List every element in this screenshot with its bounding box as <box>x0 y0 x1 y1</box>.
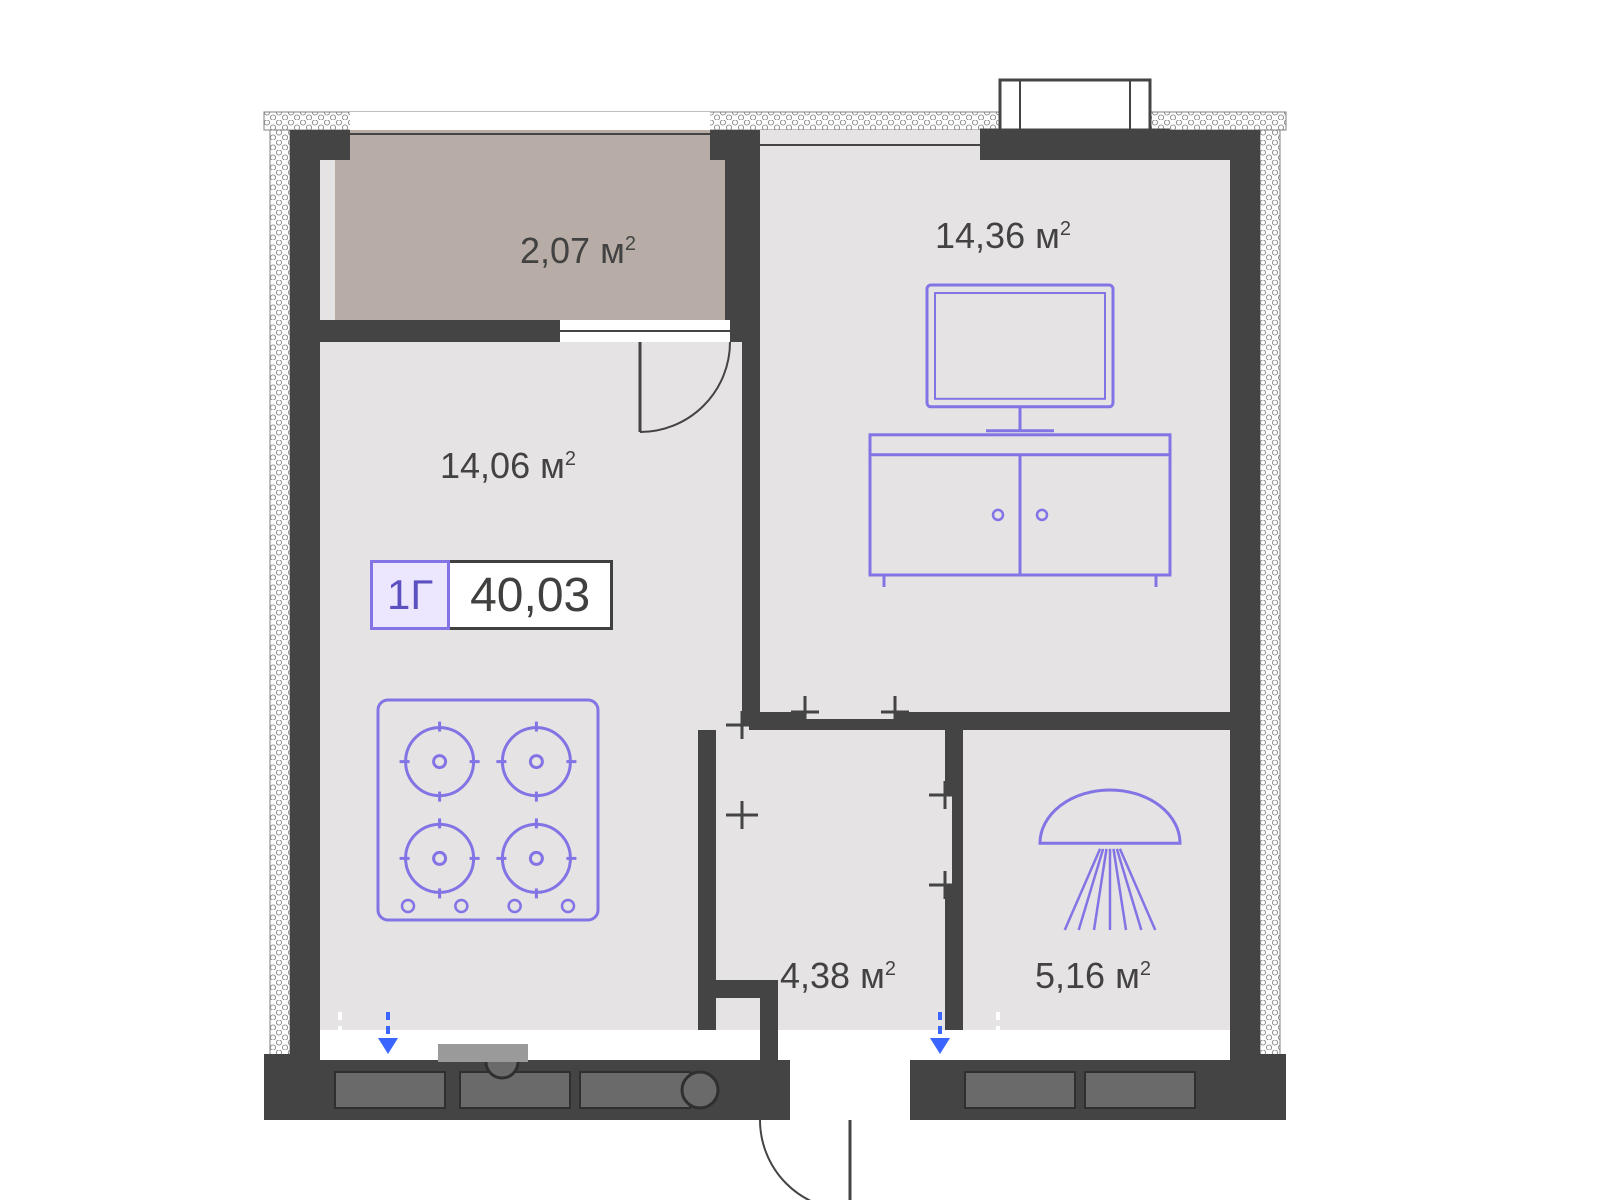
room-label-balcony: 2,07 м2 <box>520 230 636 272</box>
room-label-living: 14,36 м2 <box>935 215 1071 257</box>
unit-type-code: 1Г <box>370 560 450 630</box>
unit-badge: 1Г 40,03 <box>370 560 613 630</box>
floorplan-stage: 2,07 м2 14,06 м2 14,36 м2 4,38 м2 5,16 м… <box>0 0 1600 1200</box>
room-label-hall: 4,38 м2 <box>780 955 896 997</box>
unit-total-area: 40,03 <box>450 560 613 630</box>
floorplan-svg <box>0 0 1600 1200</box>
room-label-bathroom: 5,16 м2 <box>1035 955 1151 997</box>
room-label-kitchen: 14,06 м2 <box>440 445 576 487</box>
